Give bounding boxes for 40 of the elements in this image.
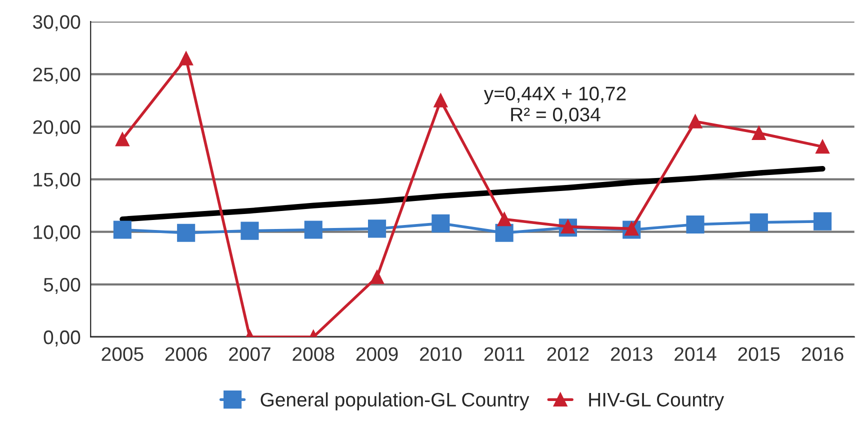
point xyxy=(814,212,832,230)
x-tick-label: 2007 xyxy=(229,347,270,361)
point xyxy=(686,215,704,234)
point xyxy=(497,212,512,226)
x-tick-label: 2005 xyxy=(102,347,144,361)
y-tick-label: 0,00 xyxy=(44,330,80,346)
y-tick-label: 15,00 xyxy=(34,172,80,189)
point xyxy=(240,222,259,240)
y-tick-label: 5,00 xyxy=(44,278,80,294)
x-tick-label: 2010 xyxy=(420,347,462,361)
point xyxy=(370,270,384,284)
point xyxy=(434,93,448,108)
x-tick-label: 2012 xyxy=(547,347,589,361)
y-tick-label: 25,00 xyxy=(33,68,80,84)
point xyxy=(432,214,450,232)
point xyxy=(177,224,196,242)
point xyxy=(115,132,130,146)
legend-label: General population-GL Country xyxy=(260,392,530,410)
point xyxy=(179,51,194,66)
x-tick-label: 2014 xyxy=(674,347,716,361)
x-tick-label: 2015 xyxy=(738,347,780,361)
annotation: y=0,44X + 10,72 R² = 0,034 xyxy=(484,86,626,124)
legend-label: HIV-GL Country xyxy=(589,392,724,410)
x-tick-label: 2013 xyxy=(610,347,652,361)
point xyxy=(688,114,702,128)
y-tick-label: 30,00 xyxy=(32,15,80,32)
point xyxy=(495,224,514,242)
y-tick-label: 20,00 xyxy=(33,120,80,136)
y-tick-label: 10,00 xyxy=(34,225,80,242)
point xyxy=(113,220,132,239)
x-tick-label: 2016 xyxy=(802,347,844,361)
point xyxy=(816,140,830,154)
x-tick-label: 2009 xyxy=(356,347,398,361)
x-tick-label: 2008 xyxy=(292,347,334,361)
point xyxy=(750,213,768,232)
point xyxy=(304,220,322,239)
x-tick-label: 2006 xyxy=(165,347,207,361)
point xyxy=(752,126,766,140)
point xyxy=(368,220,386,238)
x-tick-label: 2011 xyxy=(484,347,524,361)
